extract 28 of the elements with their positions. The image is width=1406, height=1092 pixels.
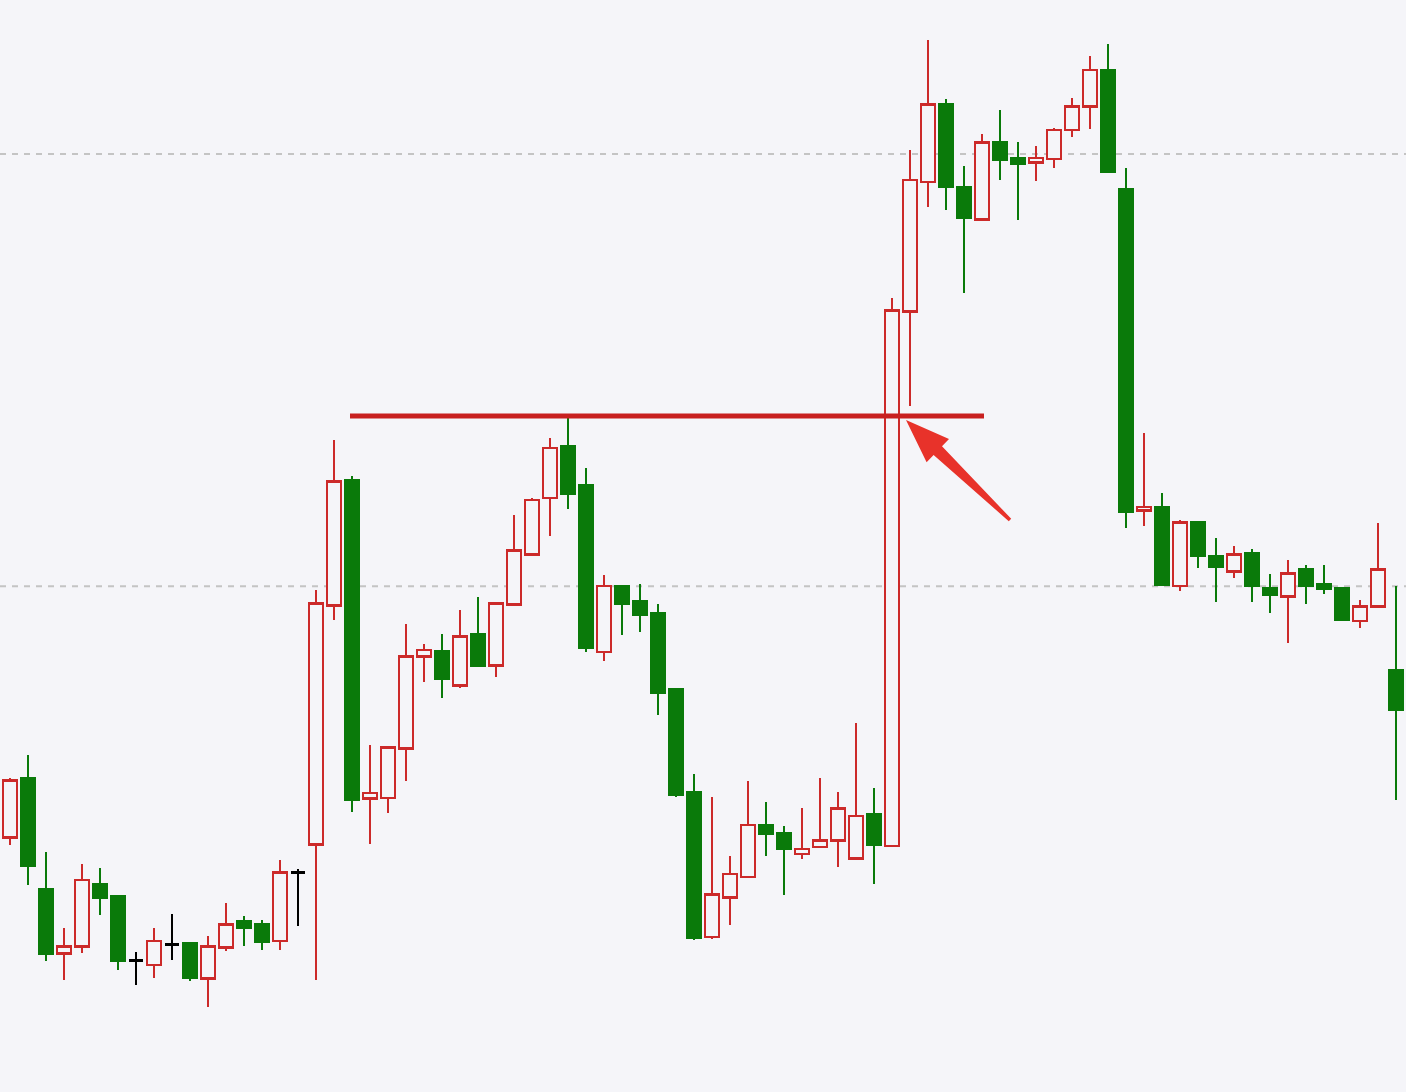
candlestick (127, 951, 145, 987)
candlestick (541, 436, 559, 538)
candlestick (1153, 492, 1171, 587)
candlestick (469, 595, 487, 667)
candlestick (433, 633, 451, 700)
candlestick (19, 753, 37, 887)
candlestick (1261, 572, 1279, 615)
candlestick (595, 573, 613, 662)
candlestick (181, 942, 199, 983)
candlestick (1279, 558, 1297, 645)
candlestick (865, 786, 883, 886)
candlestick (289, 868, 307, 928)
candlestick (1225, 545, 1243, 580)
candlestick (37, 850, 55, 963)
candlestick (1387, 584, 1405, 802)
candlestick (1, 777, 19, 847)
candlestick (1171, 519, 1189, 593)
candlestick (973, 132, 991, 222)
candlestick (451, 608, 469, 689)
candlestick (343, 474, 361, 814)
candlestick (1135, 432, 1153, 528)
candlestick (271, 858, 289, 951)
candlestick (1099, 42, 1117, 173)
candlestick (145, 927, 163, 979)
candlestick (163, 912, 181, 962)
candlestick (1117, 166, 1135, 530)
candlestick (793, 807, 811, 861)
candlestick (1243, 548, 1261, 603)
